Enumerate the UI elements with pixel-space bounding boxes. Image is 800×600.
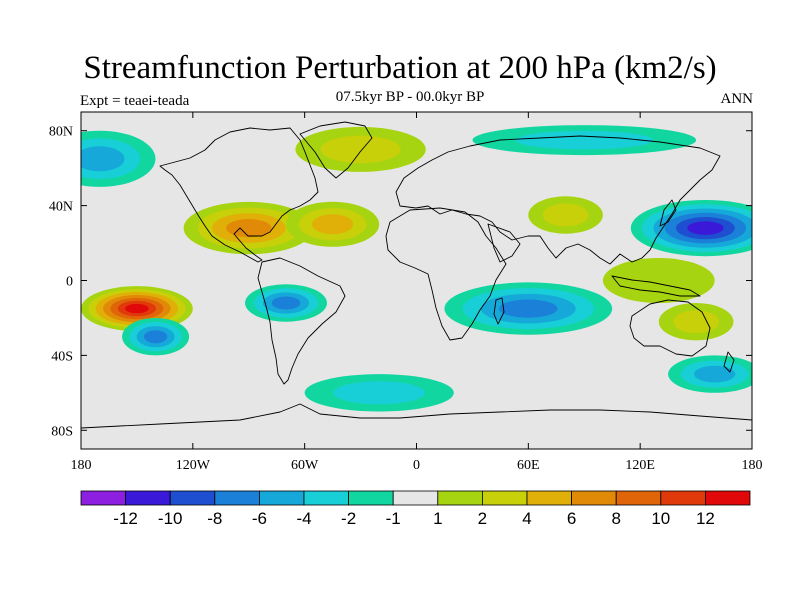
- coastline-new-zealand: [723, 351, 735, 373]
- colorbar-swatch: [214, 490, 260, 506]
- colorbar-swatch: [392, 490, 439, 506]
- anomaly-13-band-1: [333, 381, 426, 405]
- x-tick-label: 60E: [517, 458, 540, 473]
- colorbar-swatch: [615, 490, 662, 506]
- anomaly-6-band-5: [687, 221, 724, 235]
- anomaly-1-band-3: [226, 219, 272, 238]
- anomaly-10-band-1: [320, 135, 401, 164]
- plot-subtitle: 07.5kyr BP - 00.0kyr BP: [335, 89, 485, 105]
- y-tick-label: 40S: [51, 349, 73, 364]
- colorbar-label: 12: [696, 509, 715, 528]
- plot-title: Streamfunction Perturbation at 200 hPa (…: [83, 50, 717, 86]
- anomaly-5-band-3: [499, 299, 558, 318]
- colorbar-swatch: [80, 490, 126, 506]
- coastline-indonesia: [611, 275, 701, 297]
- colorbar-swatch: [571, 490, 617, 506]
- colorbar-swatch: [705, 490, 751, 506]
- colorbar-label: -12: [113, 509, 138, 528]
- colorbar-swatch: [437, 490, 483, 506]
- coastline-north-america: [159, 127, 319, 263]
- coastline-africa: [385, 207, 507, 341]
- colorbar-swatch: [660, 490, 706, 506]
- anomaly-7-band-2: [694, 365, 736, 383]
- x-tick-label: 60W: [291, 458, 319, 473]
- anomaly-0-band-6: [125, 303, 149, 314]
- anomaly-11-band-1: [542, 203, 589, 227]
- colorbar-swatch: [169, 490, 216, 506]
- y-tick-label: 0: [66, 275, 73, 290]
- x-tick-label: 180: [71, 458, 92, 473]
- coastline-madagascar: [493, 297, 505, 325]
- anomaly-14-band-1: [673, 310, 719, 334]
- season-label: ANN: [720, 91, 754, 107]
- y-tick-label: 40N: [49, 200, 73, 215]
- coastline-south-america: [257, 257, 346, 385]
- x-tick-label: 0: [413, 458, 420, 473]
- coastline-greenland: [299, 121, 373, 179]
- colorbar-label: 4: [522, 509, 531, 528]
- coastline-australia: [629, 299, 711, 357]
- coastline-eurasia: [395, 135, 721, 265]
- colorbar-label: 10: [651, 509, 670, 528]
- y-tick-label: 80S: [51, 424, 73, 439]
- colorbar-label: -8: [207, 509, 222, 528]
- colorbar-label: 1: [433, 509, 442, 528]
- x-tick-label: 120E: [625, 458, 655, 473]
- colorbar-label: -6: [252, 509, 267, 528]
- colorbar-swatch: [481, 490, 528, 506]
- coastline-japan: [659, 199, 677, 227]
- experiment-label: Expt = teaei-teada: [80, 93, 190, 109]
- colorbar-label: -4: [296, 509, 311, 528]
- anomaly-3-band-3: [143, 330, 168, 344]
- colorbar-label: -10: [158, 509, 183, 528]
- x-tick-label: 180: [742, 458, 763, 473]
- anomaly-12-band-0: [602, 258, 715, 303]
- x-tick-label: 120W: [176, 458, 211, 473]
- colorbar-swatch: [303, 490, 349, 506]
- colorbar-swatch: [526, 490, 572, 506]
- colorbar-swatch: [125, 490, 171, 506]
- colorbar-label: 6: [567, 509, 576, 528]
- colorbar-label: -2: [341, 509, 356, 528]
- colorbar-label: 2: [478, 509, 487, 528]
- anomaly-8-band-2: [81, 146, 125, 172]
- map-axes: 180 120W 60W 0 60E 120E 180 80N 40N 0 40S 80S: [49, 112, 763, 473]
- anomaly-2-band-2: [311, 214, 354, 235]
- colorbar-label: 8: [611, 509, 620, 528]
- colorbar-label: -1: [386, 509, 401, 528]
- colorbar: -12 -10 -8 -6 -4 -2 -1 1 2 4 6 8 10 12: [80, 490, 751, 528]
- y-tick-label: 80N: [49, 125, 73, 140]
- anomaly-9-band-1: [515, 130, 654, 150]
- colorbar-swatch: [348, 490, 394, 506]
- coastline-arabia: [487, 223, 521, 263]
- coastlines: [81, 121, 752, 429]
- coastline-antarctica: [81, 403, 752, 429]
- anomaly-4-band-3: [271, 296, 301, 310]
- colorbar-swatch: [258, 490, 305, 506]
